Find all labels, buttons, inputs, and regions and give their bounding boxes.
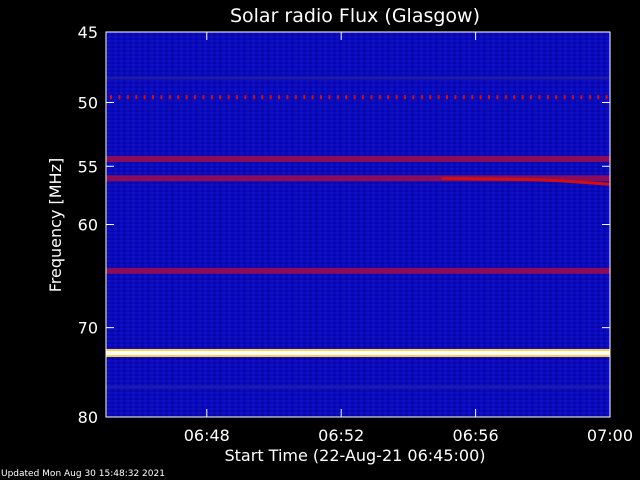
periodic-marker [420, 95, 423, 100]
periodic-marker [395, 95, 398, 100]
periodic-marker [303, 95, 306, 100]
periodic-marker [378, 95, 381, 100]
y-tick-label: 55 [78, 157, 98, 176]
periodic-marker [328, 95, 331, 100]
periodic-marker [546, 95, 549, 100]
periodic-marker [471, 95, 474, 100]
periodic-marker [496, 95, 499, 100]
periodic-marker [462, 95, 465, 100]
periodic-marker [244, 95, 247, 100]
periodic-marker [446, 95, 448, 100]
periodic-marker [336, 95, 339, 100]
periodic-marker [135, 95, 138, 100]
periodic-marker [580, 95, 583, 100]
periodic-marker [110, 95, 112, 100]
periodic-marker [143, 95, 146, 100]
periodic-marker [286, 95, 289, 100]
x-tick-label: 06:56 [453, 426, 499, 445]
band-low [106, 76, 610, 80]
periodic-marker [210, 95, 213, 100]
periodic-marker [177, 95, 180, 100]
periodic-marker [345, 95, 348, 100]
periodic-marker [605, 95, 608, 100]
x-tick-label: 06:48 [184, 426, 230, 445]
y-tick-label: 50 [78, 94, 98, 113]
band-low [106, 385, 610, 389]
periodic-marker [160, 95, 163, 100]
periodic-marker [588, 95, 591, 100]
periodic-marker [353, 95, 356, 100]
periodic-marker [370, 95, 373, 100]
chart-title: Solar radio Flux (Glasgow) [230, 5, 480, 27]
periodic-marker [572, 95, 574, 100]
periodic-marker [236, 95, 238, 100]
periodic-marker [504, 95, 507, 100]
updated-timestamp: Updated Mon Aug 30 15:48:32 2021 [1, 469, 165, 479]
band-peak [106, 350, 610, 355]
periodic-marker [563, 95, 566, 100]
band-medium [106, 175, 610, 182]
y-axis: 45 50 55 60 70 80 [78, 23, 610, 427]
periodic-marker [454, 95, 457, 100]
periodic-marker [412, 95, 415, 100]
periodic-marker [227, 95, 230, 100]
y-tick-label: 80 [78, 408, 98, 427]
periodic-marker [269, 95, 272, 100]
periodic-marker [538, 95, 541, 100]
x-axis-label: Start Time (22-Aug-21 06:45:00) [225, 446, 486, 465]
periodic-marker [521, 95, 524, 100]
periodic-marker [219, 95, 222, 100]
periodic-marker [404, 95, 406, 100]
periodic-marker [437, 95, 440, 100]
periodic-marker [152, 95, 154, 100]
periodic-markers [110, 95, 608, 100]
periodic-marker [252, 95, 255, 100]
x-tick-label: 07:00 [587, 426, 633, 445]
periodic-marker [168, 95, 171, 100]
frequency-bands [106, 76, 610, 389]
plot-area [105, 31, 611, 418]
periodic-marker [362, 95, 364, 100]
periodic-marker [513, 95, 516, 100]
y-tick-label: 45 [78, 23, 98, 42]
periodic-marker [261, 95, 264, 100]
x-axis: 06:48 06:52 06:56 07:00 [184, 32, 633, 445]
periodic-marker [118, 95, 121, 100]
y-tick-label: 70 [78, 319, 98, 338]
periodic-marker [294, 95, 297, 100]
periodic-marker [479, 95, 482, 100]
periodic-marker [530, 95, 532, 100]
periodic-marker [185, 95, 188, 100]
x-tick-label: 06:52 [318, 426, 364, 445]
periodic-marker [202, 95, 205, 100]
plot-background [106, 32, 610, 417]
y-tick-label: 60 [78, 216, 98, 235]
periodic-marker [126, 95, 129, 100]
periodic-marker [278, 95, 280, 100]
periodic-marker [555, 95, 558, 100]
periodic-marker [194, 95, 196, 100]
band-medium [106, 155, 610, 162]
periodic-marker [488, 95, 490, 100]
drift-trace [441, 176, 611, 186]
periodic-marker [311, 95, 314, 100]
drift-feature [441, 176, 611, 186]
periodic-marker [429, 95, 432, 100]
periodic-marker [597, 95, 600, 100]
y-axis-label: Frequency [MHz] [46, 158, 65, 292]
periodic-marker [320, 95, 322, 100]
periodic-marker [387, 95, 390, 100]
band-medium [106, 267, 610, 274]
